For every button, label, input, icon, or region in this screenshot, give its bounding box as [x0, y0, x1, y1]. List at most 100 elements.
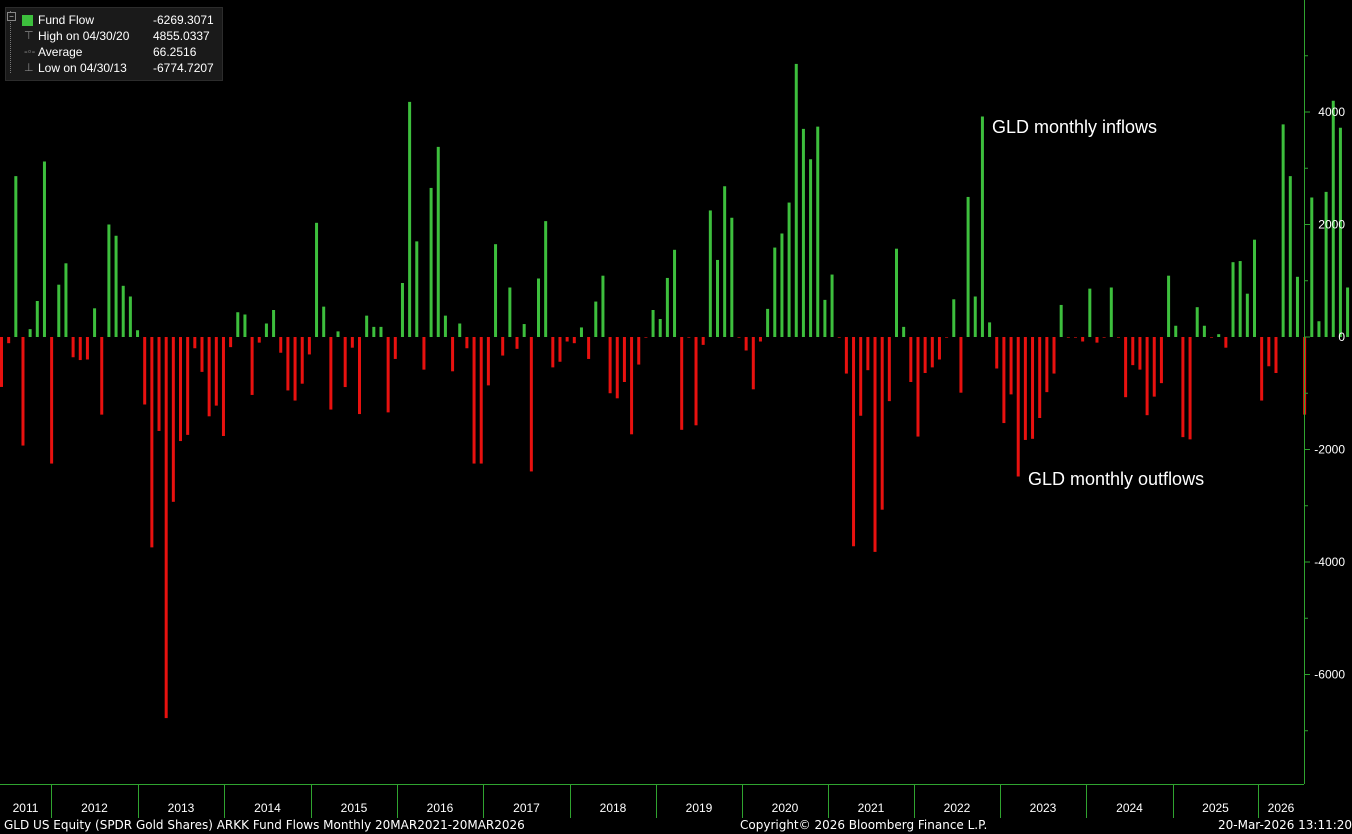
bar-166	[1188, 337, 1192, 440]
bar-112	[801, 128, 805, 338]
bar-147	[1052, 337, 1056, 374]
collapse-icon[interactable]: −	[7, 12, 16, 21]
bar-87	[622, 337, 626, 382]
x-tick-label: 2024	[1116, 801, 1143, 815]
bar-52	[372, 326, 376, 338]
bar-69	[494, 244, 498, 337]
bar-26	[186, 337, 190, 435]
legend-series-label: Fund Flow	[38, 13, 95, 27]
bar-30	[214, 337, 218, 406]
bar-93	[665, 277, 669, 337]
bar-130	[930, 337, 934, 368]
bar-161	[1152, 337, 1156, 397]
average-marker-icon: -◦-	[24, 46, 36, 58]
bar-43	[307, 337, 311, 355]
bar-137	[980, 116, 984, 337]
bar-9	[64, 263, 68, 337]
legend-low-row: ⊥ Low on 04/30/13 -6774.7207	[6, 60, 222, 76]
bar-131	[937, 337, 941, 360]
bar-75	[537, 278, 540, 337]
x-tick-label: 2011	[13, 801, 39, 815]
bar-149	[1066, 337, 1070, 338]
footer-timestamp: 20-Mar-2026 13:11:20	[1218, 818, 1352, 832]
legend-high-row: ⊤ High on 04/30/20 4855.0337	[6, 28, 222, 44]
bar-50	[358, 337, 361, 415]
bar-181	[1295, 276, 1299, 337]
bar-44	[315, 222, 319, 337]
bar-51	[365, 315, 369, 338]
bar-71	[508, 287, 512, 337]
outflows-annotation: GLD monthly outflows	[1028, 469, 1205, 489]
bar-54	[386, 337, 390, 413]
bar-105	[751, 337, 755, 390]
bar-102	[730, 217, 734, 337]
bar-104	[744, 337, 748, 351]
high-marker-icon: ⊤	[24, 30, 34, 42]
bar-33	[236, 312, 240, 337]
bar-73	[522, 324, 526, 337]
bar-125	[895, 248, 898, 337]
bar-79	[565, 337, 569, 342]
bar-119	[852, 337, 856, 547]
bar-49	[350, 337, 354, 348]
bar-136	[973, 296, 977, 337]
y-tick-label: -2000	[1314, 443, 1345, 457]
bar-89	[637, 337, 641, 365]
bar-115	[823, 299, 827, 338]
bar-146	[1045, 337, 1049, 393]
bar-81	[579, 327, 583, 337]
x-tick-label: 2017	[513, 801, 540, 815]
bar-183	[1310, 197, 1314, 337]
bar-129	[923, 337, 927, 373]
bar-135	[966, 196, 970, 337]
bar-156	[1116, 337, 1120, 338]
bar-101	[723, 186, 727, 337]
bar-177	[1267, 337, 1271, 367]
bar-65	[465, 337, 469, 349]
y-tick-label: 2000	[1318, 218, 1345, 232]
bar-45	[322, 306, 326, 338]
bar-186	[1331, 100, 1335, 337]
bar-143	[1023, 337, 1027, 440]
bar-167	[1195, 307, 1199, 337]
x-tick-label: 2025	[1202, 801, 1229, 815]
bar-180	[1288, 176, 1292, 338]
footer-description: GLD US Equity (SPDR Gold Shares) ARKK Fu…	[4, 818, 525, 832]
bar-14	[100, 337, 104, 415]
bar-10	[71, 337, 75, 358]
bar-77	[551, 337, 555, 368]
bar-47	[336, 331, 340, 338]
bar-153	[1095, 337, 1099, 343]
bar-159	[1138, 337, 1142, 370]
bar-64	[458, 323, 462, 337]
bar-128	[916, 337, 920, 437]
bar-72	[515, 337, 519, 349]
x-tick-label: 2022	[944, 801, 971, 815]
bar-120	[859, 337, 863, 416]
bar-113	[809, 159, 813, 337]
bar-99	[708, 210, 712, 337]
bar-158	[1131, 337, 1135, 366]
bar-150	[1074, 337, 1077, 338]
bar-16	[114, 235, 118, 337]
bar-118	[844, 337, 848, 374]
bar-175	[1253, 239, 1256, 337]
bar-142	[1016, 337, 1020, 477]
bar-169	[1210, 337, 1214, 338]
bar-11	[78, 337, 82, 361]
x-tick-label: 2026	[1268, 801, 1295, 815]
bar-121	[866, 337, 870, 371]
legend-average-label: Average	[38, 45, 83, 59]
bar-144	[1031, 337, 1035, 439]
x-tick-label: 2020	[772, 801, 799, 815]
bar-145	[1038, 337, 1042, 418]
bar-140	[1002, 337, 1006, 424]
bar-67	[479, 337, 483, 464]
bar-141	[1009, 337, 1013, 395]
bar-82	[587, 337, 591, 359]
bar-111	[794, 63, 798, 337]
x-tick-label: 2019	[686, 801, 713, 815]
legend-tree-line	[10, 11, 19, 73]
bar-187	[1338, 127, 1342, 337]
bar-13	[93, 308, 97, 337]
